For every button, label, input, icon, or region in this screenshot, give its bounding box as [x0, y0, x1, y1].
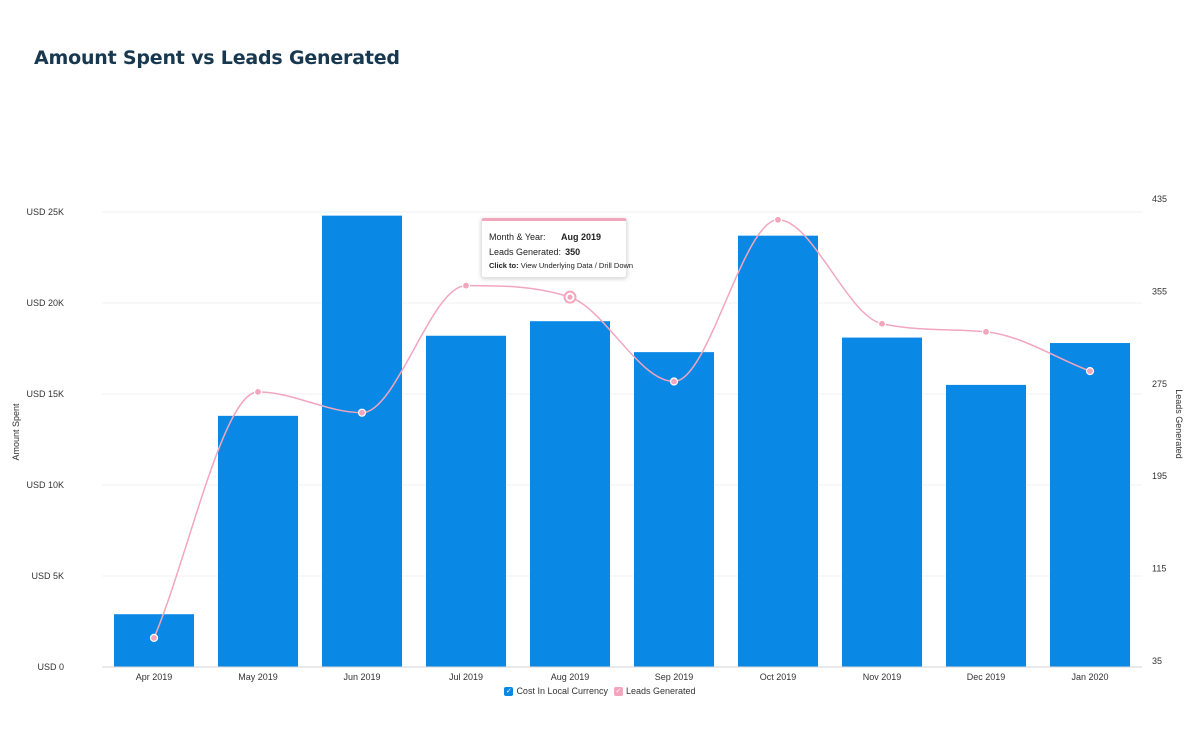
tooltip-drilldown[interactable]: Click to: View Underlying Data / Drill D…	[489, 261, 633, 270]
bar	[218, 415, 298, 667]
tooltip-month-value: Aug 2019	[561, 231, 602, 242]
line-point	[253, 387, 263, 396]
y-right-tick-label: 35	[1152, 656, 1162, 666]
x-tick-label: Aug 2019	[551, 672, 590, 682]
legend-label-leads: Leads Generated	[625, 686, 696, 696]
line-point	[567, 294, 573, 300]
legend-check-icon[interactable]: ✓	[613, 686, 623, 696]
x-tick-label: Nov 2019	[863, 672, 902, 682]
y-tick-label: USD 25K	[26, 207, 64, 217]
x-tick-label: Apr 2019	[136, 672, 173, 682]
x-tick-label: Oct 2019	[760, 672, 797, 682]
bar	[842, 337, 922, 667]
y-right-tick-label: 275	[1152, 379, 1167, 389]
legend-check-icon[interactable]: ✓	[504, 686, 514, 696]
line-point	[773, 215, 783, 224]
y-right-tick-label: 115	[1152, 564, 1166, 574]
x-tick-label: Dec 2019	[967, 672, 1006, 682]
y-right-tick-label: 435	[1152, 194, 1167, 204]
tooltip-month-key: Month & Year:	[489, 231, 546, 242]
bar	[634, 352, 714, 667]
legend-item-cost[interactable]: ✓ Cost In Local Currency	[504, 686, 608, 696]
bar	[946, 384, 1026, 667]
y-tick-label: USD 0	[37, 662, 64, 672]
y-tick-label: USD 5K	[31, 571, 64, 581]
y-tick-label: USD 10K	[26, 480, 64, 490]
line-point	[461, 281, 471, 290]
line-point	[981, 327, 991, 336]
line-point	[877, 319, 887, 328]
tooltip-click-key: Click to:	[489, 261, 519, 270]
line-points	[149, 215, 1095, 643]
line-point	[357, 408, 367, 417]
bar	[322, 215, 402, 667]
x-tick-label: Jan 2020	[1071, 672, 1108, 682]
y-right-tick-label: 355	[1152, 286, 1167, 296]
x-tick-label: Jul 2019	[449, 672, 483, 682]
bar	[426, 335, 506, 667]
leads-line	[153, 219, 1091, 639]
bar	[1050, 343, 1130, 667]
y-right-axis-title: Leads Generated	[1174, 389, 1184, 459]
tooltip-leads-key: Leads Generated:	[489, 246, 562, 257]
tooltip-click-value: View Underlying Data / Drill Down	[520, 261, 634, 270]
legend-item-leads[interactable]: ✓ Leads Generated	[613, 686, 696, 696]
axes: USD 0 USD 5K USD 10K USD 15K USD 20K USD 25K 3…	[11, 194, 1184, 682]
y-axis-title: Amount Spent	[11, 403, 21, 461]
y-tick-label: USD 20K	[26, 298, 64, 308]
legend: ✓ Cost In Local Currency ✓ Leads Generat…	[0, 686, 1200, 696]
y-tick-label: USD 15K	[26, 389, 64, 399]
x-tick-label: May 2019	[238, 672, 278, 682]
line-point	[669, 377, 679, 386]
x-tick-label: Jun 2019	[343, 672, 380, 682]
y-right-tick-label: 195	[1152, 471, 1167, 481]
line-point	[1085, 366, 1095, 376]
line-point	[149, 633, 159, 643]
tooltip-leads-value: 350	[565, 246, 581, 257]
legend-label-cost: Cost In Local Currency	[516, 686, 608, 696]
hover-tooltip[interactable]: Month & Year: Aug 2019 Leads Generated: …	[481, 218, 633, 278]
chart-title: Amount Spent vs Leads Generated	[34, 47, 400, 69]
bar-series	[114, 215, 1130, 667]
bar	[738, 235, 818, 667]
bar	[530, 321, 610, 667]
x-tick-label: Sep 2019	[655, 672, 694, 682]
